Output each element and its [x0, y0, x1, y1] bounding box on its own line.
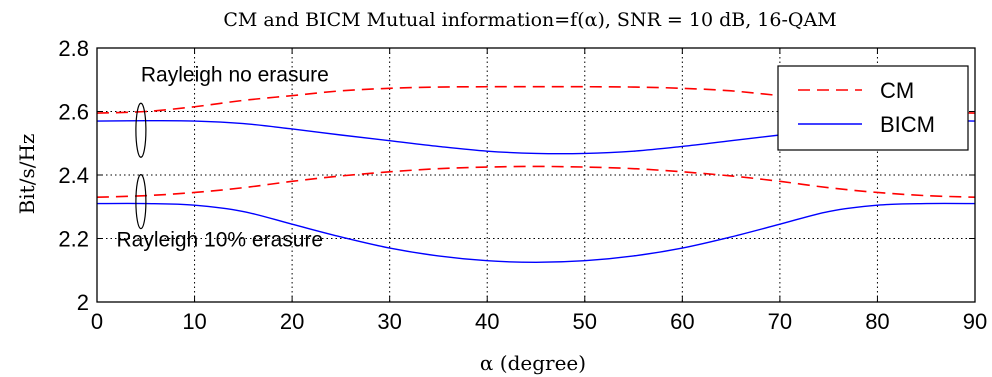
y-axis-label-group: Bit/s/Hz [15, 134, 39, 215]
y-tick-label: 2.2 [58, 227, 89, 252]
chart-title: CM and BICM Mutual information=f(α), SNR… [223, 9, 836, 31]
legend: CM BICM [777, 65, 969, 151]
x-tick-label: 0 [91, 309, 103, 334]
x-tick-label: 80 [865, 309, 889, 334]
y-tick-label: 2.6 [58, 100, 89, 125]
series-bicm-erasure-line [96, 202, 976, 264]
annotation-erasure: Rayleigh 10% erasure [117, 229, 324, 252]
y-axis-label: Bit/s/Hz [15, 134, 39, 215]
x-tick-label: 60 [670, 309, 694, 334]
x-tick-label: 50 [573, 309, 597, 334]
group-ellipse-erasure [135, 174, 147, 230]
ticks: 0 10 20 30 40 50 60 70 80 90 2 2.2 2.4 2.6 2.8 [58, 36, 987, 334]
legend-bicm-label: BICM [880, 112, 935, 137]
x-tick-label: 20 [280, 309, 304, 334]
x-tick-label: 70 [768, 309, 792, 334]
y-tick-label: 2 [77, 290, 89, 315]
grid [97, 48, 975, 302]
annotations: Rayleigh no erasure Rayleigh 10% erasure [117, 63, 329, 251]
annotation-no-erasure: Rayleigh no erasure [141, 63, 329, 86]
legend-box [777, 65, 969, 151]
x-axis-label: α (degree) [480, 351, 586, 375]
group-ellipse-no-erasure [135, 102, 147, 158]
x-tick-label: 10 [182, 309, 206, 334]
series-cm-erasure-line [96, 165, 976, 199]
x-tick-label: 30 [377, 309, 401, 334]
x-tick-label: 40 [475, 309, 499, 334]
plot-frame [96, 47, 976, 303]
y-tick-label: 2.4 [58, 163, 89, 188]
x-tick-label: 90 [963, 309, 987, 334]
legend-cm-label: CM [880, 78, 914, 103]
y-tick-label: 2.8 [58, 36, 89, 61]
